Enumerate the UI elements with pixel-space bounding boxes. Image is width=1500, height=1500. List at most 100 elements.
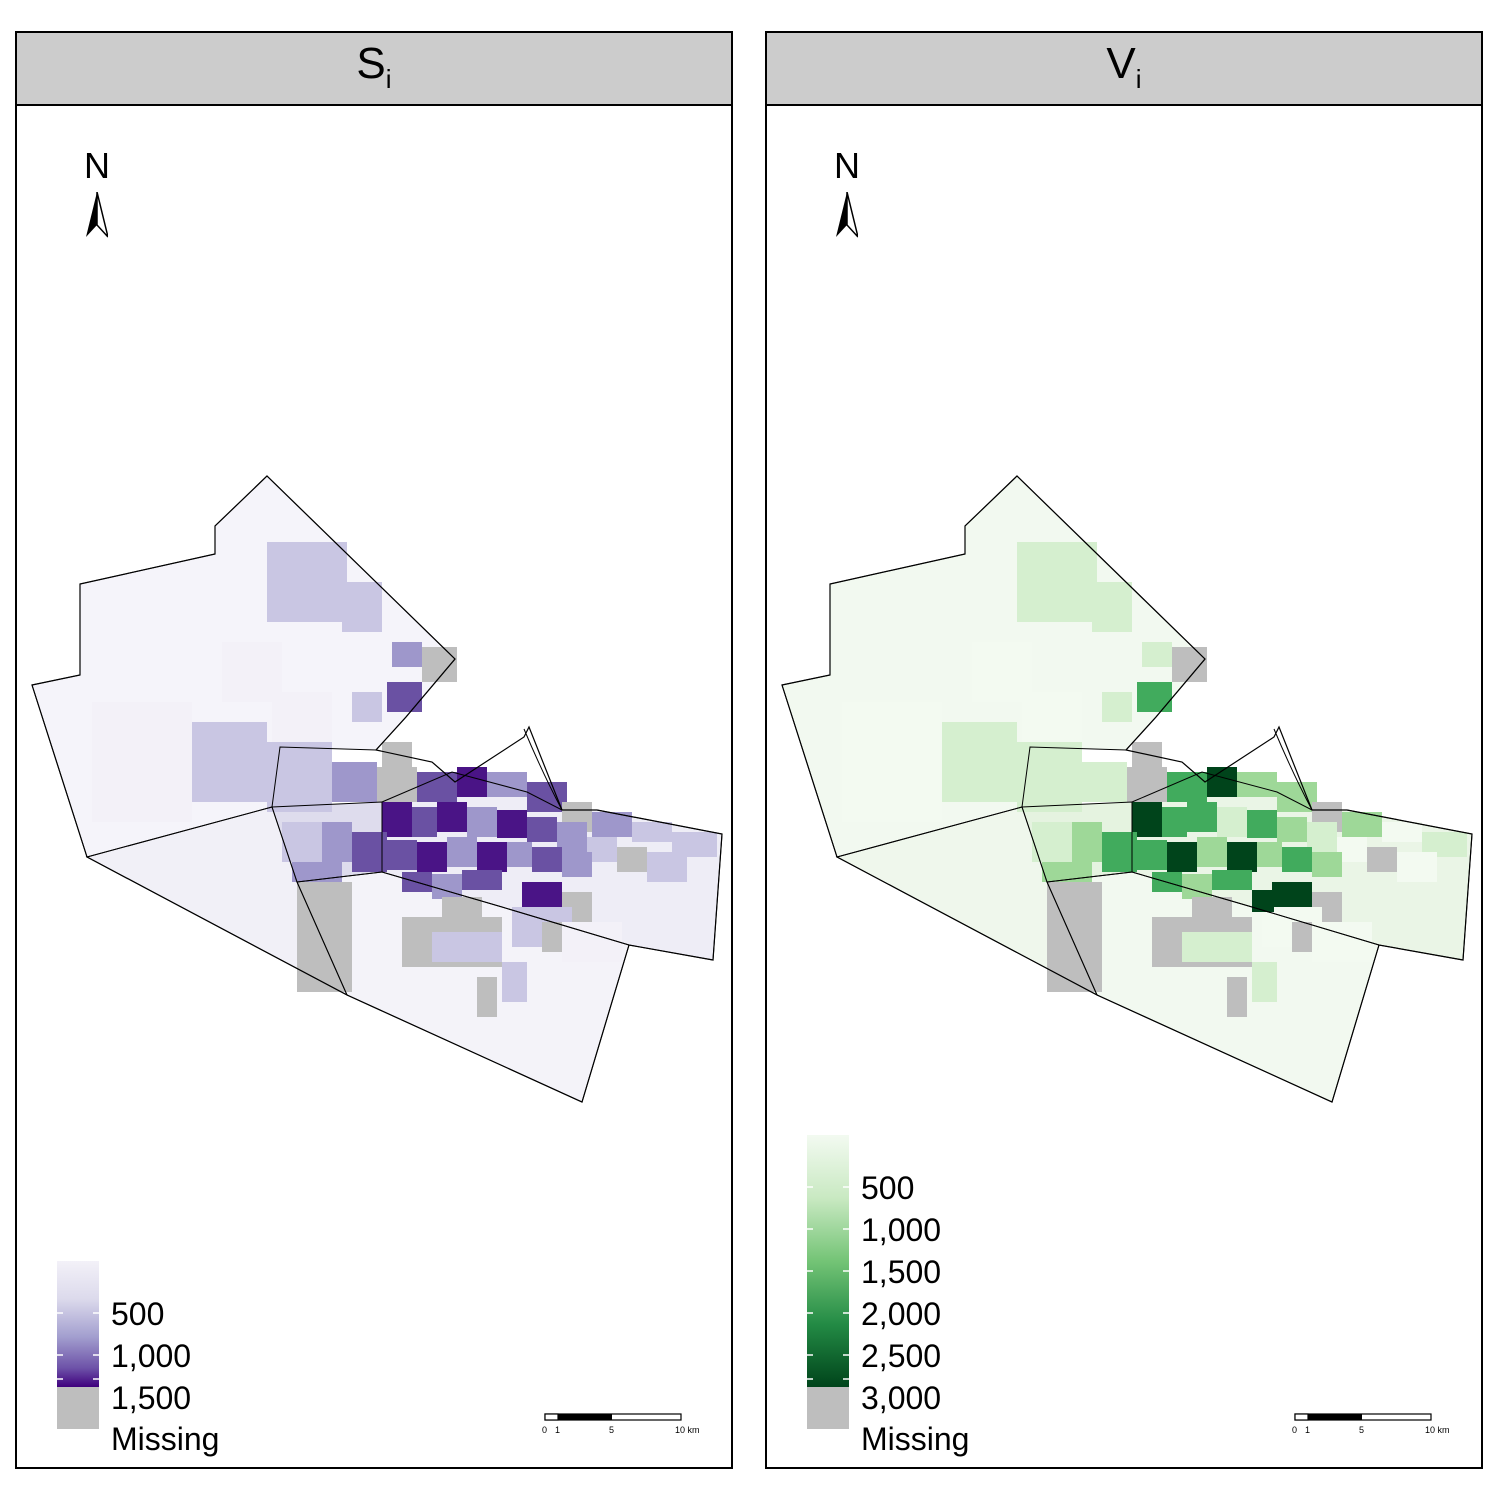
scale-tick-label: 1: [555, 1425, 561, 1435]
census-tract: [442, 897, 482, 922]
census-tract: [1277, 817, 1307, 842]
census-tract: [502, 962, 527, 1002]
north-label: N: [834, 145, 860, 186]
census-tract: [1042, 862, 1092, 882]
panel-title: Vi: [1106, 38, 1142, 94]
census-tract: [417, 842, 447, 872]
north-arrow-icon: [836, 192, 858, 238]
census-tract: [1082, 762, 1127, 802]
scale-tick-label: 5: [1359, 1425, 1365, 1435]
census-tract: [417, 772, 457, 802]
census-tract: [477, 977, 497, 1017]
census-tract: [92, 702, 192, 822]
census-tract: [387, 682, 422, 712]
census-tract: [1102, 692, 1132, 722]
census-tract: [1137, 840, 1167, 870]
census-tract: [1132, 802, 1162, 837]
north-arrow: N: [829, 148, 865, 238]
legend-missing-swatch: [57, 1387, 99, 1429]
scale-bar: 0 1 5 10 km: [542, 1413, 714, 1443]
census-tract: [1127, 767, 1167, 802]
scale-bar: 0 1 5 10 km: [1292, 1413, 1464, 1443]
census-tract: [1227, 977, 1247, 1017]
legend-label: 1,000: [861, 1212, 942, 1248]
shoreline: [523, 728, 563, 811]
census-tract: [1382, 822, 1422, 842]
census-tract: [1212, 870, 1252, 890]
scale-tick-label: 1: [1305, 1425, 1311, 1435]
census-tract: [1237, 772, 1277, 797]
census-tract: [352, 832, 387, 872]
census-tract: [1182, 874, 1212, 899]
legend-gradient: [807, 1135, 849, 1387]
census-tract: [1137, 682, 1172, 712]
census-tract: [412, 807, 437, 837]
census-tract: [487, 772, 527, 797]
legend-label: 2,000: [861, 1296, 942, 1332]
census-tract: [1187, 802, 1217, 832]
legend-label: 3,000: [861, 1380, 942, 1416]
scale-tick-label: 10 km: [675, 1425, 700, 1435]
census-tract: [497, 810, 527, 838]
legend-label: 1,500: [111, 1380, 192, 1416]
census-tract: [592, 812, 632, 837]
boundary-layer: [31, 475, 723, 1103]
census-tract: [1167, 772, 1207, 802]
legend-label: 500: [111, 1296, 165, 1332]
census-tract: [267, 742, 332, 812]
scale-tick-label: 0: [1292, 1425, 1298, 1435]
census-tract: [292, 862, 342, 882]
census-tract: [392, 642, 422, 667]
legend-gradient: [57, 1261, 99, 1387]
census-tract: [377, 767, 417, 802]
census-tract: [1312, 922, 1372, 962]
census-tract: [527, 817, 557, 842]
census-tract: [422, 647, 457, 682]
census-tract: [387, 840, 417, 870]
legend-label: 1,500: [861, 1254, 942, 1290]
tract-layer: [92, 542, 717, 1017]
census-tract: [1167, 842, 1197, 872]
census-tract: [1102, 832, 1137, 872]
census-tract: [1207, 767, 1237, 797]
shoreline: [1273, 728, 1313, 811]
census-tract: [267, 542, 347, 622]
north-label: N: [84, 145, 110, 186]
census-tract: [467, 807, 497, 837]
census-tract: [437, 802, 467, 832]
census-tract: [842, 702, 942, 822]
census-tract: [1252, 890, 1274, 912]
census-tract: [332, 762, 377, 802]
census-tract: [457, 767, 487, 797]
census-tract: [1017, 742, 1082, 812]
legend-missing-label: Missing: [111, 1421, 220, 1457]
census-tract: [1252, 962, 1277, 1002]
census-tract: [432, 932, 502, 962]
map-panel-v: Vi N: [765, 31, 1483, 1469]
legend-missing-label: Missing: [861, 1421, 970, 1457]
census-tract: [647, 852, 687, 882]
census-tract: [1032, 822, 1072, 862]
census-tract: [1217, 807, 1247, 837]
census-tract: [562, 852, 592, 877]
census-tract: [1092, 582, 1132, 632]
panel-title-strip: Vi: [767, 33, 1481, 106]
census-tract: [382, 802, 412, 837]
legend-missing-swatch: [807, 1387, 849, 1429]
census-tract: [1282, 847, 1312, 872]
census-tract: [477, 842, 507, 872]
census-tract: [462, 870, 502, 890]
north-arrow: N: [79, 148, 115, 238]
census-tract: [1017, 542, 1097, 622]
scale-tick-label: 5: [609, 1425, 615, 1435]
census-tract: [1272, 882, 1312, 907]
map-panel-s: Si N 500: [15, 31, 733, 1469]
census-tract: [1247, 810, 1277, 838]
census-tract: [1162, 807, 1187, 837]
census-tract: [1397, 852, 1437, 882]
map-outline: [781, 475, 1473, 1103]
census-tract: [1022, 692, 1082, 742]
census-tract: [1047, 882, 1102, 992]
census-tract: [617, 847, 647, 872]
scale-tick-label: 10 km: [1425, 1425, 1450, 1435]
